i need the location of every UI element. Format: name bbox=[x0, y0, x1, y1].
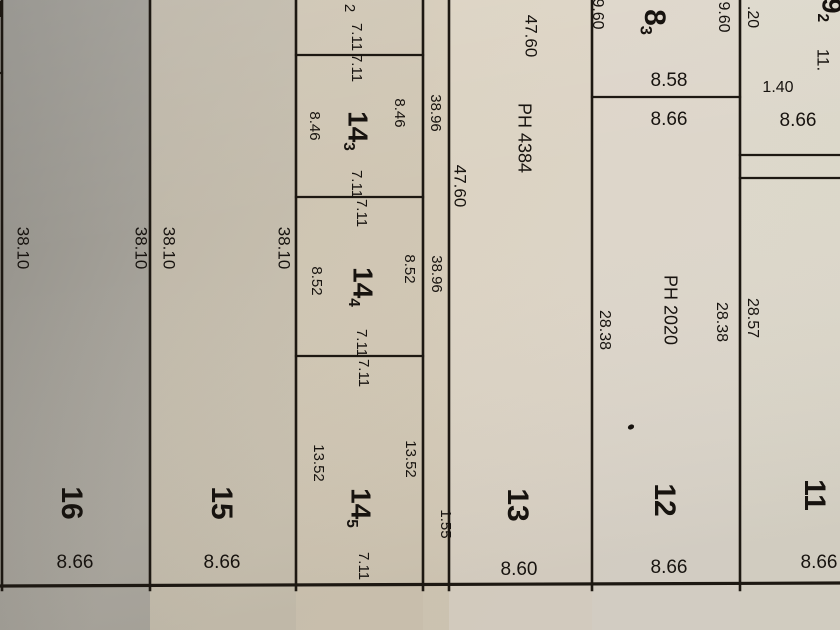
svg-text:11.: 11. bbox=[814, 49, 833, 71]
svg-text:1.40: 1.40 bbox=[762, 79, 793, 96]
svg-text:38.96: 38.96 bbox=[427, 94, 444, 132]
svg-text:8.66: 8.66 bbox=[651, 557, 688, 578]
svg-text:8.46: 8.46 bbox=[306, 111, 323, 140]
svg-text:15: 15 bbox=[205, 486, 238, 519]
svg-text:16: 16 bbox=[55, 486, 88, 519]
svg-text:12: 12 bbox=[648, 483, 681, 516]
svg-text:13.52: 13.52 bbox=[402, 440, 419, 478]
svg-text:7.11: 7.11 bbox=[353, 329, 370, 357]
svg-text:9.60: 9.60 bbox=[589, 0, 606, 30]
svg-text:7.11: 7.11 bbox=[348, 170, 365, 198]
svg-text:7.11: 7.11 bbox=[353, 199, 370, 227]
svg-text:7.11: 7.11 bbox=[355, 552, 372, 580]
svg-text:11: 11 bbox=[798, 479, 831, 511]
svg-text:47.60: 47.60 bbox=[522, 15, 541, 58]
svg-text:28.38: 28.38 bbox=[596, 310, 613, 350]
svg-text:PH 2020: PH 2020 bbox=[660, 275, 680, 345]
svg-text:8.52: 8.52 bbox=[401, 254, 418, 283]
svg-text:28.38: 28.38 bbox=[713, 302, 730, 342]
svg-text:38.96: 38.96 bbox=[428, 255, 445, 293]
svg-text:PH 4384: PH 4384 bbox=[514, 103, 534, 173]
svg-text:13: 13 bbox=[501, 488, 534, 521]
svg-text:7.11: 7.11 bbox=[348, 23, 365, 51]
svg-text:9.60: 9.60 bbox=[715, 1, 732, 32]
svg-text:8.46: 8.46 bbox=[391, 98, 408, 127]
svg-text:8.66: 8.66 bbox=[651, 109, 688, 130]
svg-text:8.66: 8.66 bbox=[801, 552, 838, 573]
svg-text:38.10: 38.10 bbox=[160, 227, 179, 270]
svg-text:7.11: 7.11 bbox=[355, 359, 372, 387]
svg-text:8.66: 8.66 bbox=[57, 552, 94, 573]
svg-text:8.58: 8.58 bbox=[651, 70, 688, 91]
svg-text:47.60: 47.60 bbox=[451, 165, 470, 208]
svg-text:1.55: 1.55 bbox=[437, 509, 454, 538]
svg-text:8.66: 8.66 bbox=[204, 552, 241, 573]
svg-text:38.10: 38.10 bbox=[275, 227, 294, 270]
svg-text:38.10: 38.10 bbox=[14, 227, 33, 270]
svg-text:2: 2 bbox=[341, 4, 358, 12]
svg-text:8.60: 8.60 bbox=[501, 559, 538, 580]
svg-text:8.52: 8.52 bbox=[308, 266, 325, 295]
svg-text:7.11: 7.11 bbox=[348, 54, 365, 82]
svg-text:38.10: 38.10 bbox=[132, 227, 151, 270]
svg-text:28.57: 28.57 bbox=[744, 298, 761, 338]
svg-text:13.52: 13.52 bbox=[310, 444, 327, 482]
svg-text:.20: .20 bbox=[744, 6, 761, 28]
svg-text:8.66: 8.66 bbox=[780, 110, 817, 131]
